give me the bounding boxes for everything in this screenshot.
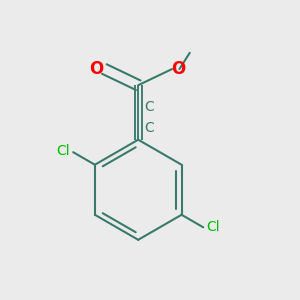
Text: Cl: Cl	[57, 144, 70, 158]
Text: C: C	[145, 121, 154, 135]
Text: O: O	[89, 60, 103, 78]
Text: O: O	[171, 60, 185, 78]
Text: C: C	[145, 100, 154, 114]
Text: Cl: Cl	[206, 220, 220, 234]
